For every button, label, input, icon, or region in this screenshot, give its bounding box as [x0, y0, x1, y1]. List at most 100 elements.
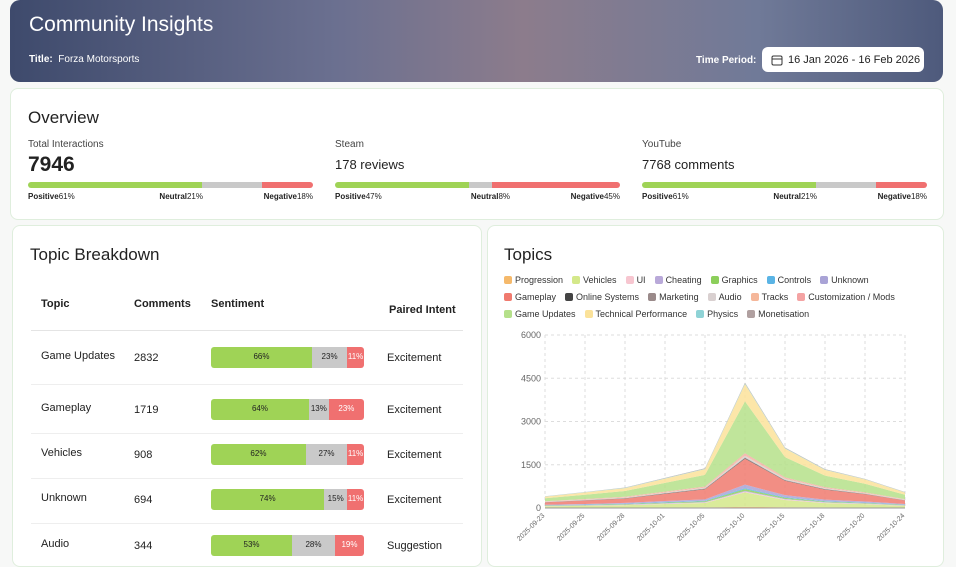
sentiment-segment	[335, 182, 469, 188]
sentiment-segment	[201, 182, 262, 188]
legend-label: Tracks	[761, 292, 789, 302]
sentiment-percent: 45%	[603, 192, 620, 201]
intent: Excitement	[387, 404, 442, 416]
topic: Game Updates	[41, 350, 115, 362]
comments: 694	[134, 494, 153, 506]
sentiment-percent: 47%	[365, 192, 382, 201]
legend-label: Monetisation	[758, 309, 810, 319]
legend-item[interactable]: Monetisation	[747, 308, 809, 320]
sentiment-segment	[261, 182, 313, 188]
sentiment-bar	[642, 182, 927, 188]
legend-label: Online Systems	[576, 292, 640, 302]
sentiment-bar	[335, 182, 620, 188]
sentiment-segment	[211, 489, 325, 510]
sentiment-name: Neutral	[773, 192, 801, 201]
sentiment-name: Positive	[335, 192, 366, 201]
sentiment-segment	[815, 182, 876, 188]
sentiment-bar	[211, 489, 364, 510]
sentiment-name: Positive	[28, 192, 59, 201]
sentiment-segment	[292, 535, 335, 556]
legend-swatch	[696, 310, 705, 318]
sentiment-label: 27%	[318, 449, 335, 458]
sentiment-segment	[347, 444, 364, 465]
chart: 0 1500 3000 4500 6000 2025-09-23 2025-09-25 202…	[516, 330, 906, 543]
legend-item[interactable]: Audio	[707, 291, 742, 303]
x-tick-label: 2025-09-25	[556, 512, 586, 542]
legend-swatch	[797, 293, 806, 301]
sentiment-bar	[211, 535, 364, 556]
legend-label: Game Updates	[515, 309, 576, 319]
card-label: YouTube	[642, 139, 682, 150]
sentiment-label: 11%	[347, 449, 364, 458]
sentiment-segment	[308, 399, 329, 420]
date-picker[interactable]: 16 Jan 2026 - 16 Feb 2026	[762, 47, 924, 72]
row-rule	[31, 523, 463, 524]
sentiment-segment	[311, 347, 348, 368]
legend-item[interactable]: Controls	[766, 274, 812, 286]
sentiment-segment	[211, 347, 312, 368]
card-value: 178 reviews	[335, 157, 405, 172]
sentiment-legend: Positive47%	[335, 192, 382, 201]
sentiment-name: Negative	[877, 192, 911, 201]
legend-swatch	[710, 276, 719, 284]
card-label: Steam	[335, 139, 364, 150]
sentiment-label: 28%	[305, 540, 322, 549]
area	[545, 384, 905, 499]
legend-swatch	[766, 276, 775, 284]
legend-swatch	[504, 310, 512, 318]
legend-item[interactable]: Gameplay	[504, 291, 556, 303]
legend-item[interactable]: Tracks	[750, 291, 789, 303]
overview-title: Overview	[28, 108, 99, 127]
sentiment-name: Neutral	[159, 192, 187, 201]
card-label: Total Interactions	[28, 139, 104, 150]
sentiment-name: Positive	[642, 192, 673, 201]
legend-item[interactable]: Unknown	[820, 274, 869, 286]
sentiment-bar	[211, 399, 364, 420]
legend-swatch	[572, 276, 581, 284]
sentiment-segment	[211, 444, 306, 465]
sentiment-legend: Neutral21%	[757, 192, 817, 201]
y-tick-label: 0	[536, 503, 541, 513]
card-value: 7946	[28, 153, 75, 176]
intent: Suggestion	[387, 540, 443, 552]
legend-swatch	[750, 293, 759, 301]
period: 16 Jan 2026 - 16 Feb 2026	[788, 53, 921, 66]
legend-item[interactable]: Graphics	[710, 274, 758, 286]
sentiment-label: 53%	[243, 540, 260, 549]
page: Community Insights Title: Forza Motorspo…	[10, 0, 944, 567]
sentiment-label: 11%	[347, 494, 364, 503]
legend-label: Customization / Mods	[808, 292, 895, 302]
area	[545, 492, 905, 508]
sentiment-label: 74%	[259, 494, 276, 503]
legend-item[interactable]: Cheating	[654, 274, 702, 286]
y-tick-label: 4500	[521, 373, 541, 383]
sentiment-segment	[468, 182, 492, 188]
legend-item[interactable]: Online Systems	[565, 291, 639, 303]
intent: Excitement	[387, 352, 442, 364]
sentiment-legend: Negative18%	[827, 192, 927, 201]
legend-item[interactable]: Progression	[504, 274, 563, 286]
legend-label: Vehicles	[583, 275, 617, 285]
sentiment-label: 15%	[327, 494, 344, 503]
topic: Audio	[41, 538, 70, 550]
sentiment-name: Neutral	[470, 192, 499, 201]
legend-item[interactable]: Marketing	[648, 291, 699, 303]
x-tick-label: 2025-10-10	[716, 512, 746, 542]
legend-item[interactable]: Customization / Mods	[797, 291, 895, 303]
legend-item[interactable]: Vehicles	[572, 274, 617, 286]
legend-item[interactable]: UI	[625, 274, 646, 286]
overview-card: Overview Total Interactions 7946 Positive6…	[10, 88, 944, 220]
column-header: Sentiment	[211, 298, 265, 310]
legend-item[interactable]: Technical Performance	[584, 308, 687, 320]
intent: Excitement	[387, 494, 442, 506]
sentiment-name: Negative	[570, 192, 604, 201]
legend-label: Controls	[777, 275, 812, 285]
comments: 344	[134, 540, 153, 552]
legend-item[interactable]: Physics	[696, 308, 738, 320]
legend-swatch	[625, 276, 634, 284]
sentiment-label: 13%	[310, 404, 327, 413]
legend-label: Marketing	[659, 292, 699, 302]
legend-label: Unknown	[831, 275, 869, 285]
sentiment-percent: 18%	[296, 192, 313, 201]
legend-item[interactable]: Game Updates	[504, 308, 576, 320]
